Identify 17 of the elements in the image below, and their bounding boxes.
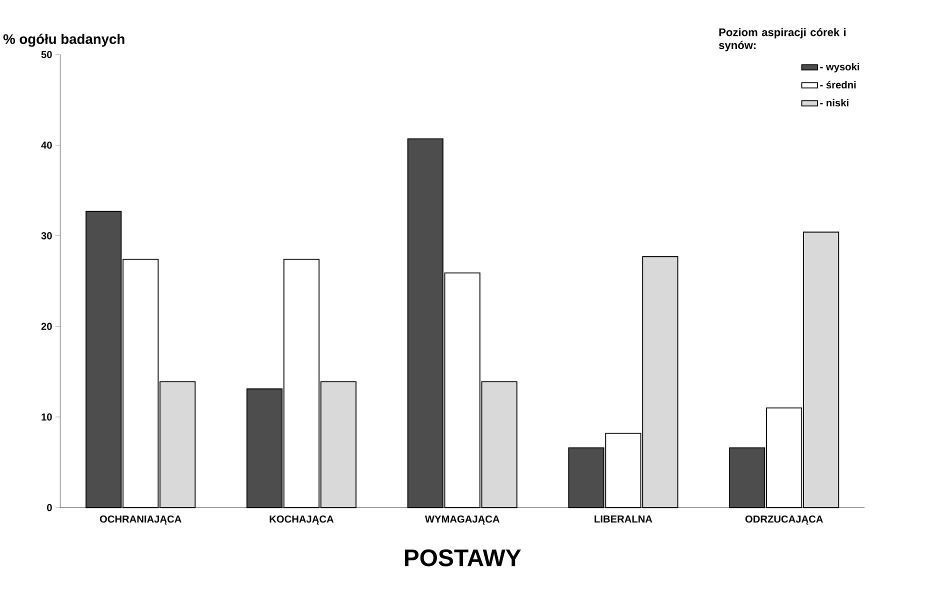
x-axis-title: POSTAWY [404, 549, 521, 566]
x-tick-label: OCHRANIAJĄCA [100, 515, 182, 524]
y-tick-label: 50 [41, 50, 52, 58]
y-axis-title: % ogółu badanych [3, 33, 124, 47]
y-tick-label: 10 [42, 413, 52, 420]
y-tick-label: 0 [47, 504, 52, 511]
legend-label: - średni [820, 80, 856, 88]
x-tick-label: ODRZUCAJĄCA [745, 515, 823, 524]
y-tick-label: 40 [41, 141, 52, 149]
legend-label: - wysoki [820, 62, 860, 72]
y-tick-label: 30 [41, 232, 52, 240]
x-tick-label: KOCHAJĄCA [270, 515, 334, 524]
y-tick-label: 20 [41, 322, 52, 330]
x-tick-label: LIBERALNA [594, 515, 652, 522]
legend-label: - niski [820, 98, 848, 106]
legend-title: Poziom aspiracji córek i synów: [718, 28, 846, 52]
x-tick-label: WYMAGAJĄCA [424, 515, 500, 524]
